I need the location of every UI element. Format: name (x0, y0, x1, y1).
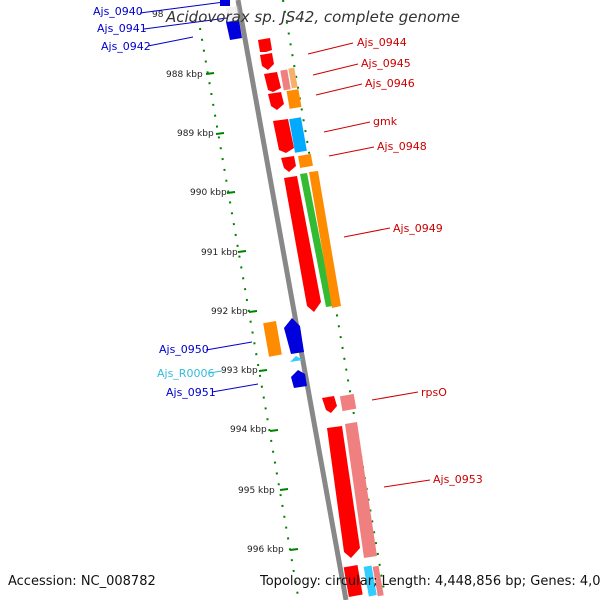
topology-summary: Topology: circular; Length: 4,448,856 bp… (260, 574, 600, 589)
tick-label-partial: 98 (152, 10, 164, 20)
gene-feature[interactable] (372, 565, 384, 597)
gene-feature[interactable] (345, 422, 377, 558)
label-connector (383, 479, 431, 488)
gene-feature[interactable] (298, 153, 313, 168)
gene-label[interactable]: Ajs_0948 (377, 140, 427, 153)
gene-feature[interactable] (268, 92, 284, 110)
gene-feature[interactable] (339, 393, 357, 412)
gene-feature[interactable] (284, 318, 304, 354)
label-connector (315, 83, 363, 96)
tick-mark (248, 310, 258, 313)
tick-mark (215, 132, 225, 135)
gene-feature[interactable] (300, 173, 333, 307)
tick-label: 996 kbp (247, 545, 284, 555)
gene-label[interactable]: Ajs_R0006 (157, 367, 214, 380)
tick-mark (237, 250, 247, 253)
tick-label: 989 kbp (177, 129, 214, 139)
label-connector (371, 391, 419, 401)
gene-label[interactable]: Ajs_0953 (433, 473, 483, 486)
gene-feature[interactable] (260, 53, 274, 70)
label-connector (211, 383, 259, 393)
gene-label[interactable]: rpsO (421, 386, 447, 399)
gene-feature[interactable] (226, 20, 242, 40)
genome-title: Acidovorax sp. JS42, complete genome (166, 8, 460, 26)
label-connector (312, 63, 359, 76)
tick-mark (269, 429, 279, 432)
label-connector (208, 370, 223, 374)
gene-label[interactable]: Ajs_0951 (166, 386, 216, 399)
tick-label: 995 kbp (238, 486, 275, 496)
gene-label[interactable]: Ajs_0950 (159, 343, 209, 356)
tick-label: 994 kbp (230, 425, 267, 435)
gene-label[interactable]: Ajs_0940 (93, 5, 143, 18)
gene-feature[interactable] (363, 565, 377, 597)
gene-feature[interactable] (280, 69, 291, 91)
tick-label: 991 kbp (201, 248, 238, 258)
gene-feature[interactable] (273, 119, 294, 153)
gene-feature[interactable] (220, 0, 230, 6)
gene-feature[interactable] (286, 89, 302, 109)
tick-label: 993 kbp (221, 366, 258, 376)
label-connector (328, 146, 375, 157)
label-connector (143, 17, 228, 30)
scale-ticks (205, 72, 299, 551)
gene-feature[interactable] (309, 171, 341, 308)
label-connector (139, 1, 225, 14)
gene-label[interactable]: Ajs_0941 (97, 22, 147, 35)
tick-label: 990 kbp (190, 188, 227, 198)
gene-feature[interactable] (291, 370, 307, 388)
gene-feature[interactable] (322, 396, 337, 413)
gene-feature[interactable] (284, 176, 321, 312)
gene-feature[interactable] (281, 156, 296, 172)
gene-label[interactable]: Ajs_0944 (357, 36, 407, 49)
gene-feature[interactable] (289, 117, 307, 153)
label-connector (323, 121, 371, 133)
tick-mark (279, 488, 289, 491)
tick-mark (205, 72, 215, 75)
gene-feature[interactable] (288, 67, 298, 89)
label-connector (205, 341, 253, 351)
gene-label[interactable]: Ajs_0946 (365, 77, 415, 90)
tick-mark (258, 369, 268, 372)
tick-label: 992 kbp (211, 307, 248, 317)
gene-label[interactable]: Ajs_0949 (393, 222, 443, 235)
gene-feature[interactable] (226, 6, 240, 22)
label-connector (343, 227, 391, 238)
gene-feature[interactable] (258, 38, 272, 52)
label-connector (307, 42, 354, 55)
tick-mark (289, 548, 299, 551)
gene-feature[interactable] (263, 321, 282, 357)
gene-feature[interactable] (264, 72, 281, 92)
gene-feature[interactable] (327, 426, 360, 558)
accession-label: Accession: NC_008782 (8, 574, 156, 589)
gene-label[interactable]: gmk (373, 115, 398, 128)
gene-label[interactable]: Ajs_0942 (101, 40, 151, 53)
gene-label[interactable]: Ajs_0945 (361, 57, 411, 70)
genome-backbone (235, 0, 349, 600)
label-connector (147, 36, 194, 47)
gene-feature[interactable] (343, 564, 363, 597)
tick-mark (226, 191, 236, 194)
gene-feature[interactable] (290, 356, 303, 362)
tick-label: 988 kbp (166, 70, 203, 80)
